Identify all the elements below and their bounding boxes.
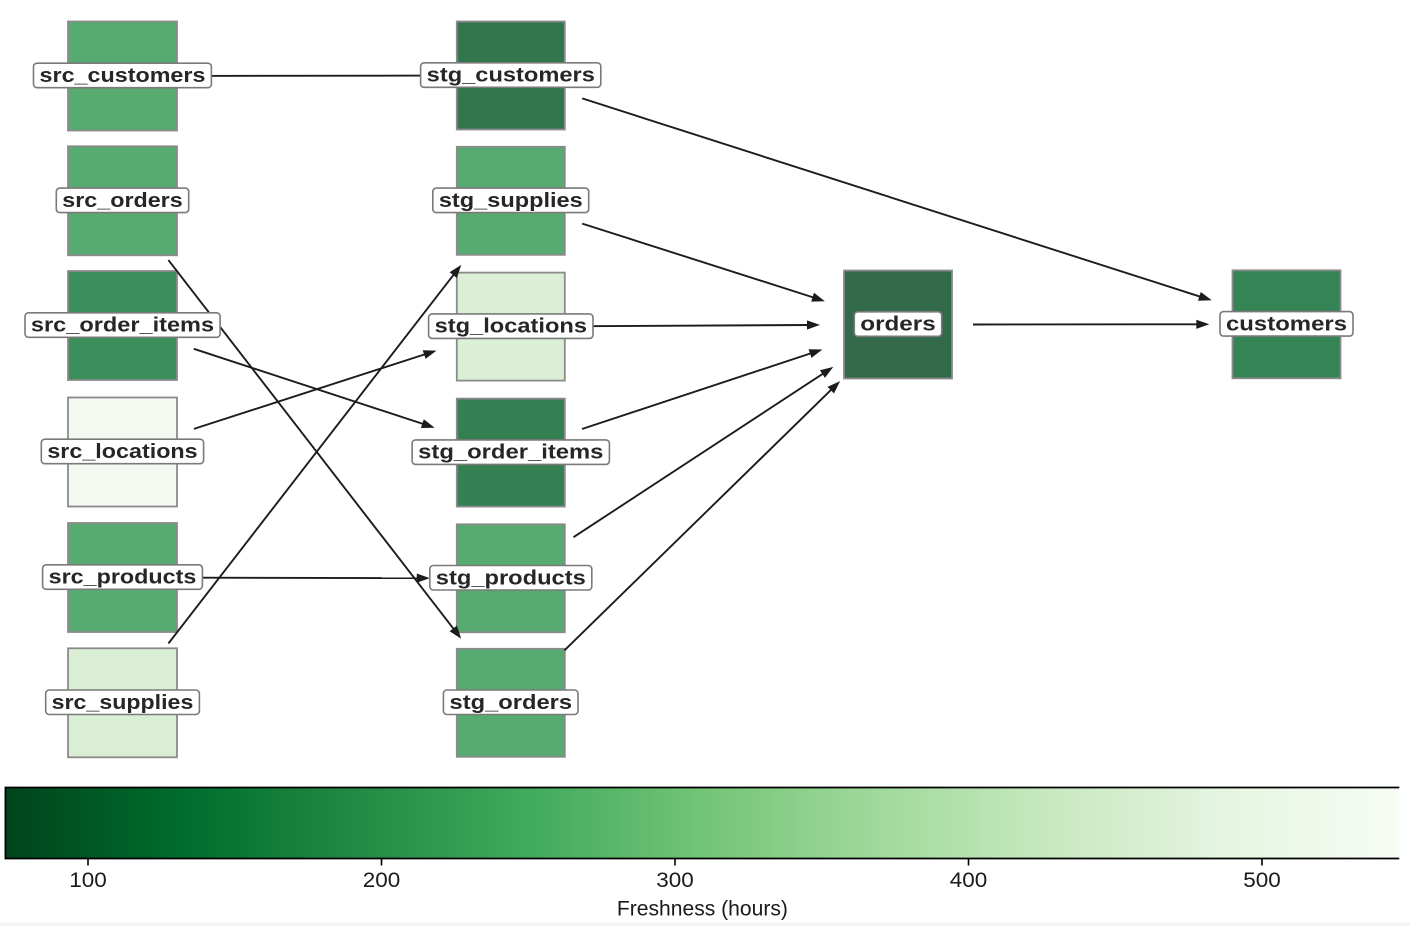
svg-text:200: 200 (363, 869, 401, 892)
svg-text:stg_products: stg_products (436, 566, 586, 589)
svg-text:Freshness (hours): Freshness (hours) (617, 897, 788, 920)
svg-text:src_locations: src_locations (47, 440, 197, 463)
svg-text:500: 500 (1243, 869, 1281, 892)
svg-text:300: 300 (656, 869, 694, 892)
svg-text:100: 100 (69, 869, 107, 892)
svg-text:stg_locations: stg_locations (435, 315, 587, 338)
svg-text:orders: orders (860, 313, 935, 336)
svg-text:src_order_items: src_order_items (31, 314, 214, 337)
svg-text:stg_order_items: stg_order_items (418, 441, 603, 464)
svg-text:src_supplies: src_supplies (52, 691, 194, 714)
svg-text:stg_supplies: stg_supplies (439, 189, 583, 212)
svg-text:src_orders: src_orders (62, 189, 182, 212)
svg-text:customers: customers (1226, 312, 1347, 335)
svg-text:400: 400 (950, 869, 988, 892)
svg-text:src_products: src_products (49, 566, 197, 589)
svg-text:src_customers: src_customers (40, 64, 206, 87)
svg-text:stg_customers: stg_customers (427, 64, 595, 87)
svg-text:stg_orders: stg_orders (450, 691, 573, 714)
